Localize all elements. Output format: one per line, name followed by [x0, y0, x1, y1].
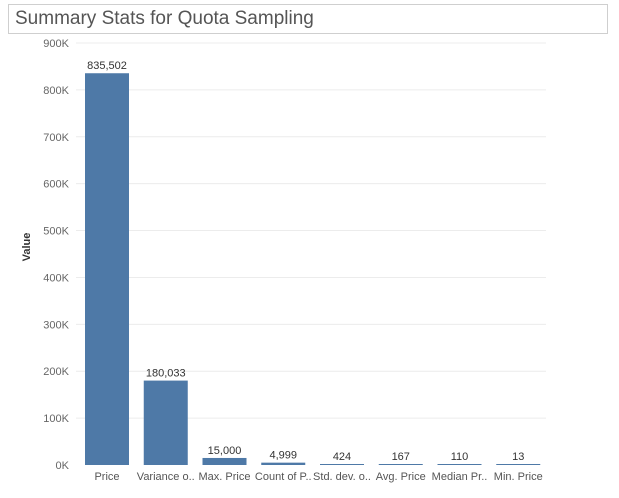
bar	[496, 464, 541, 465]
y-tick-label: 0K	[56, 460, 70, 472]
bar	[437, 464, 482, 465]
data-label: 835,502	[87, 60, 127, 72]
y-tick-label: 600K	[43, 179, 69, 191]
y-tick-label: 900K	[43, 38, 69, 50]
y-tick-label: 100K	[43, 413, 69, 425]
x-category-label: Variance o..	[137, 471, 195, 483]
data-label: 13	[512, 451, 524, 463]
chart-title-box: Summary Stats for Quota Sampling	[8, 4, 608, 34]
x-category-label: Avg. Price	[376, 471, 426, 483]
data-label: 110	[451, 451, 469, 463]
y-tick-label: 200K	[43, 366, 69, 378]
x-category-label: Count of P..	[255, 471, 312, 483]
data-label: 180,033	[146, 368, 186, 380]
data-label: 424	[333, 451, 351, 463]
data-label: 15,000	[208, 445, 242, 457]
data-label: 167	[392, 451, 410, 463]
data-label: 4,999	[269, 450, 297, 462]
x-category-label: Price	[94, 471, 119, 483]
x-category-label: Median Pr..	[432, 471, 488, 483]
y-tick-label: 300K	[43, 319, 69, 331]
y-tick-label: 800K	[43, 85, 69, 97]
bar	[320, 464, 364, 465]
y-tick-label: 500K	[43, 226, 69, 238]
chart-title: Summary Stats for Quota Sampling	[15, 8, 314, 29]
x-category-label: Min. Price	[494, 471, 543, 483]
bar	[378, 464, 423, 465]
bar	[143, 380, 188, 465]
y-tick-label: 400K	[43, 272, 69, 284]
bar	[202, 457, 247, 465]
x-category-label: Std. dev. o..	[313, 471, 371, 483]
x-category-label: Max. Price	[199, 471, 251, 483]
y-axis-title: Value	[21, 233, 33, 262]
bar	[85, 73, 129, 465]
y-tick-label: 700K	[43, 132, 69, 144]
bar	[261, 462, 306, 465]
